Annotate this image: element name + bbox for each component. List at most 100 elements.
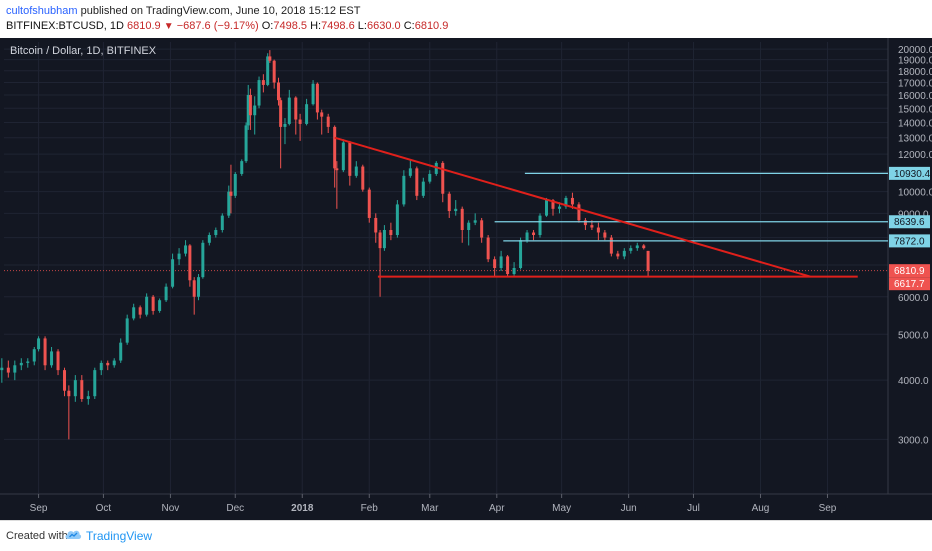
candle-body [132,307,136,319]
candle-body [214,229,218,236]
candle-body [609,237,613,254]
candle-body [145,296,149,315]
candle-body [590,225,594,228]
candle-body [441,162,445,194]
candle-body [382,229,386,249]
candle-body [50,351,54,366]
author-link[interactable]: cultofshubham [6,5,78,17]
candle-body [125,318,129,343]
candle-body [294,97,298,120]
high-value: 7498.6 [321,20,355,32]
candle-body [253,105,257,116]
candle-body [506,256,510,275]
price-change: −687.6 (−9.17%) [176,20,259,32]
candle-body [348,142,352,176]
candle-body [26,361,30,363]
candle-body [106,362,110,366]
chart-panel[interactable]: 20000.0 19000.0 18000.0 17000.0 16000.0 15000… [0,38,932,520]
price-tag [889,277,930,291]
candle-body [158,300,162,311]
candle-body [480,220,484,238]
y-tick-label: 6000.0 [898,293,929,304]
candle-body [473,220,477,223]
candle-body [447,193,451,212]
x-tick-label: Jun [621,503,637,514]
candle-body [622,250,626,257]
candle-body [311,83,315,105]
candle-body [557,206,561,209]
y-tick-label: 17000.0 [898,79,932,90]
candle-body [326,116,330,127]
x-tick-label: Aug [752,503,770,514]
candle-body [171,259,175,287]
chart-title: Bitcoin / Dollar, 1D, BITFINEX [10,45,157,57]
candle-body [184,245,188,254]
trendline [334,136,811,278]
symbol-label: BITFINEX:BTCUSD, 1D [6,20,124,32]
candle-body [244,125,248,162]
candle-body [188,245,192,281]
candle-body [646,250,650,271]
price-tag-label: 8639.6 [894,217,925,228]
candle-body [305,104,309,124]
candle-body [56,351,60,371]
candle-body [220,215,224,230]
candle-body [240,161,244,174]
price-tag [889,264,930,278]
candle-body [197,277,201,297]
candle-body [261,80,265,85]
y-tick-label: 15000.0 [898,104,932,115]
y-tick-label: 16000.0 [898,91,932,102]
candle-body [99,362,103,371]
x-tick-label: 2018 [291,503,314,514]
publish-info: cultofshubham published on TradingView.c… [6,5,360,17]
tradingview-cloud-icon[interactable] [64,527,82,541]
candle-body [532,232,536,236]
candle-body [138,307,142,315]
tradingview-brand[interactable]: TradingView [86,529,153,543]
close-label: C: [403,20,415,32]
candle-body [151,296,155,311]
candle-body [67,390,71,397]
created-with-text: Created with [6,530,68,542]
candle-body [320,112,324,117]
price-tag [889,234,930,248]
y-tick-label: 10000.0 [898,188,932,199]
candle-body [467,222,471,230]
candle-body [596,227,600,233]
candle-body [119,342,123,361]
candle-body [395,204,399,236]
candle-body [112,360,116,366]
x-tick-label: Jul [687,503,700,514]
candle-body [486,237,490,260]
y-tick-label: 19000.0 [898,56,932,67]
price-tag [889,215,930,229]
candle-body [257,80,261,106]
candle-body [177,253,181,260]
candle-body [629,248,633,251]
candle-body [207,235,211,243]
y-tick-label: 9000.0 [898,209,929,220]
candle-body [227,191,231,216]
candle-body [460,208,464,230]
candle-body [545,200,549,216]
candle-body [415,168,419,196]
candle-body [19,362,23,366]
candle-body [389,229,393,236]
candle-body [493,259,497,268]
candle-body [268,56,272,61]
candle-body [564,197,568,207]
candle-body [201,242,205,278]
last-price: 6810.9 [127,20,161,32]
x-tick-label: Sep [819,503,837,514]
candle-body [272,60,276,83]
high-label: H: [310,20,322,32]
low-label: L: [357,20,367,32]
x-tick-label: Apr [489,503,505,514]
quote-line: BITFINEX:BTCUSD, 1D 6810.9 ▼ −687.6 (−9.… [6,20,448,32]
candle-body [616,253,620,257]
candle-body [354,166,358,176]
y-tick-label: 4000.0 [898,376,929,387]
publish-header: cultofshubham published on TradingView.c… [0,0,932,38]
